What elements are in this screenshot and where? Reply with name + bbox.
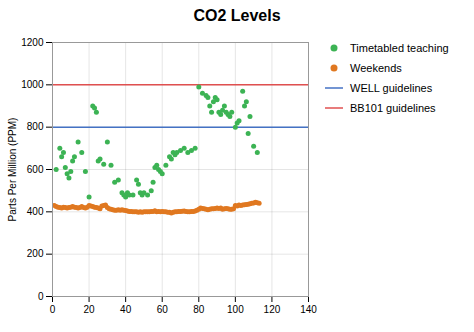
svg-text:80: 80	[193, 304, 205, 315]
svg-text:400: 400	[27, 206, 44, 217]
svg-text:120: 120	[264, 304, 281, 315]
svg-text:1200: 1200	[21, 37, 44, 48]
svg-text:40: 40	[120, 304, 132, 315]
html-text:BB101 guidelines: BB101 guidelines	[350, 102, 436, 114]
html-text:Timetabled teaching: Timetabled teaching	[350, 42, 449, 54]
svg-text:1000: 1000	[21, 79, 44, 90]
svg-text:0: 0	[38, 291, 44, 302]
svg-text:60: 60	[157, 304, 169, 315]
html-text:WELL guidelines: WELL guidelines	[350, 82, 433, 94]
svg-text:100: 100	[227, 304, 244, 315]
svg-text:140: 140	[300, 304, 317, 315]
svg-text:20: 20	[84, 304, 96, 315]
svg-text:600: 600	[27, 164, 44, 175]
svg-text:Parts Per Million (PPM): Parts Per Million (PPM)	[7, 118, 18, 222]
svg-text:0: 0	[50, 304, 56, 315]
html-text:CO2 Levels: CO2 Levels	[193, 7, 281, 24]
svg-text:800: 800	[27, 121, 44, 132]
html-text:Weekends: Weekends	[350, 62, 402, 74]
svg-text:200: 200	[27, 248, 44, 259]
